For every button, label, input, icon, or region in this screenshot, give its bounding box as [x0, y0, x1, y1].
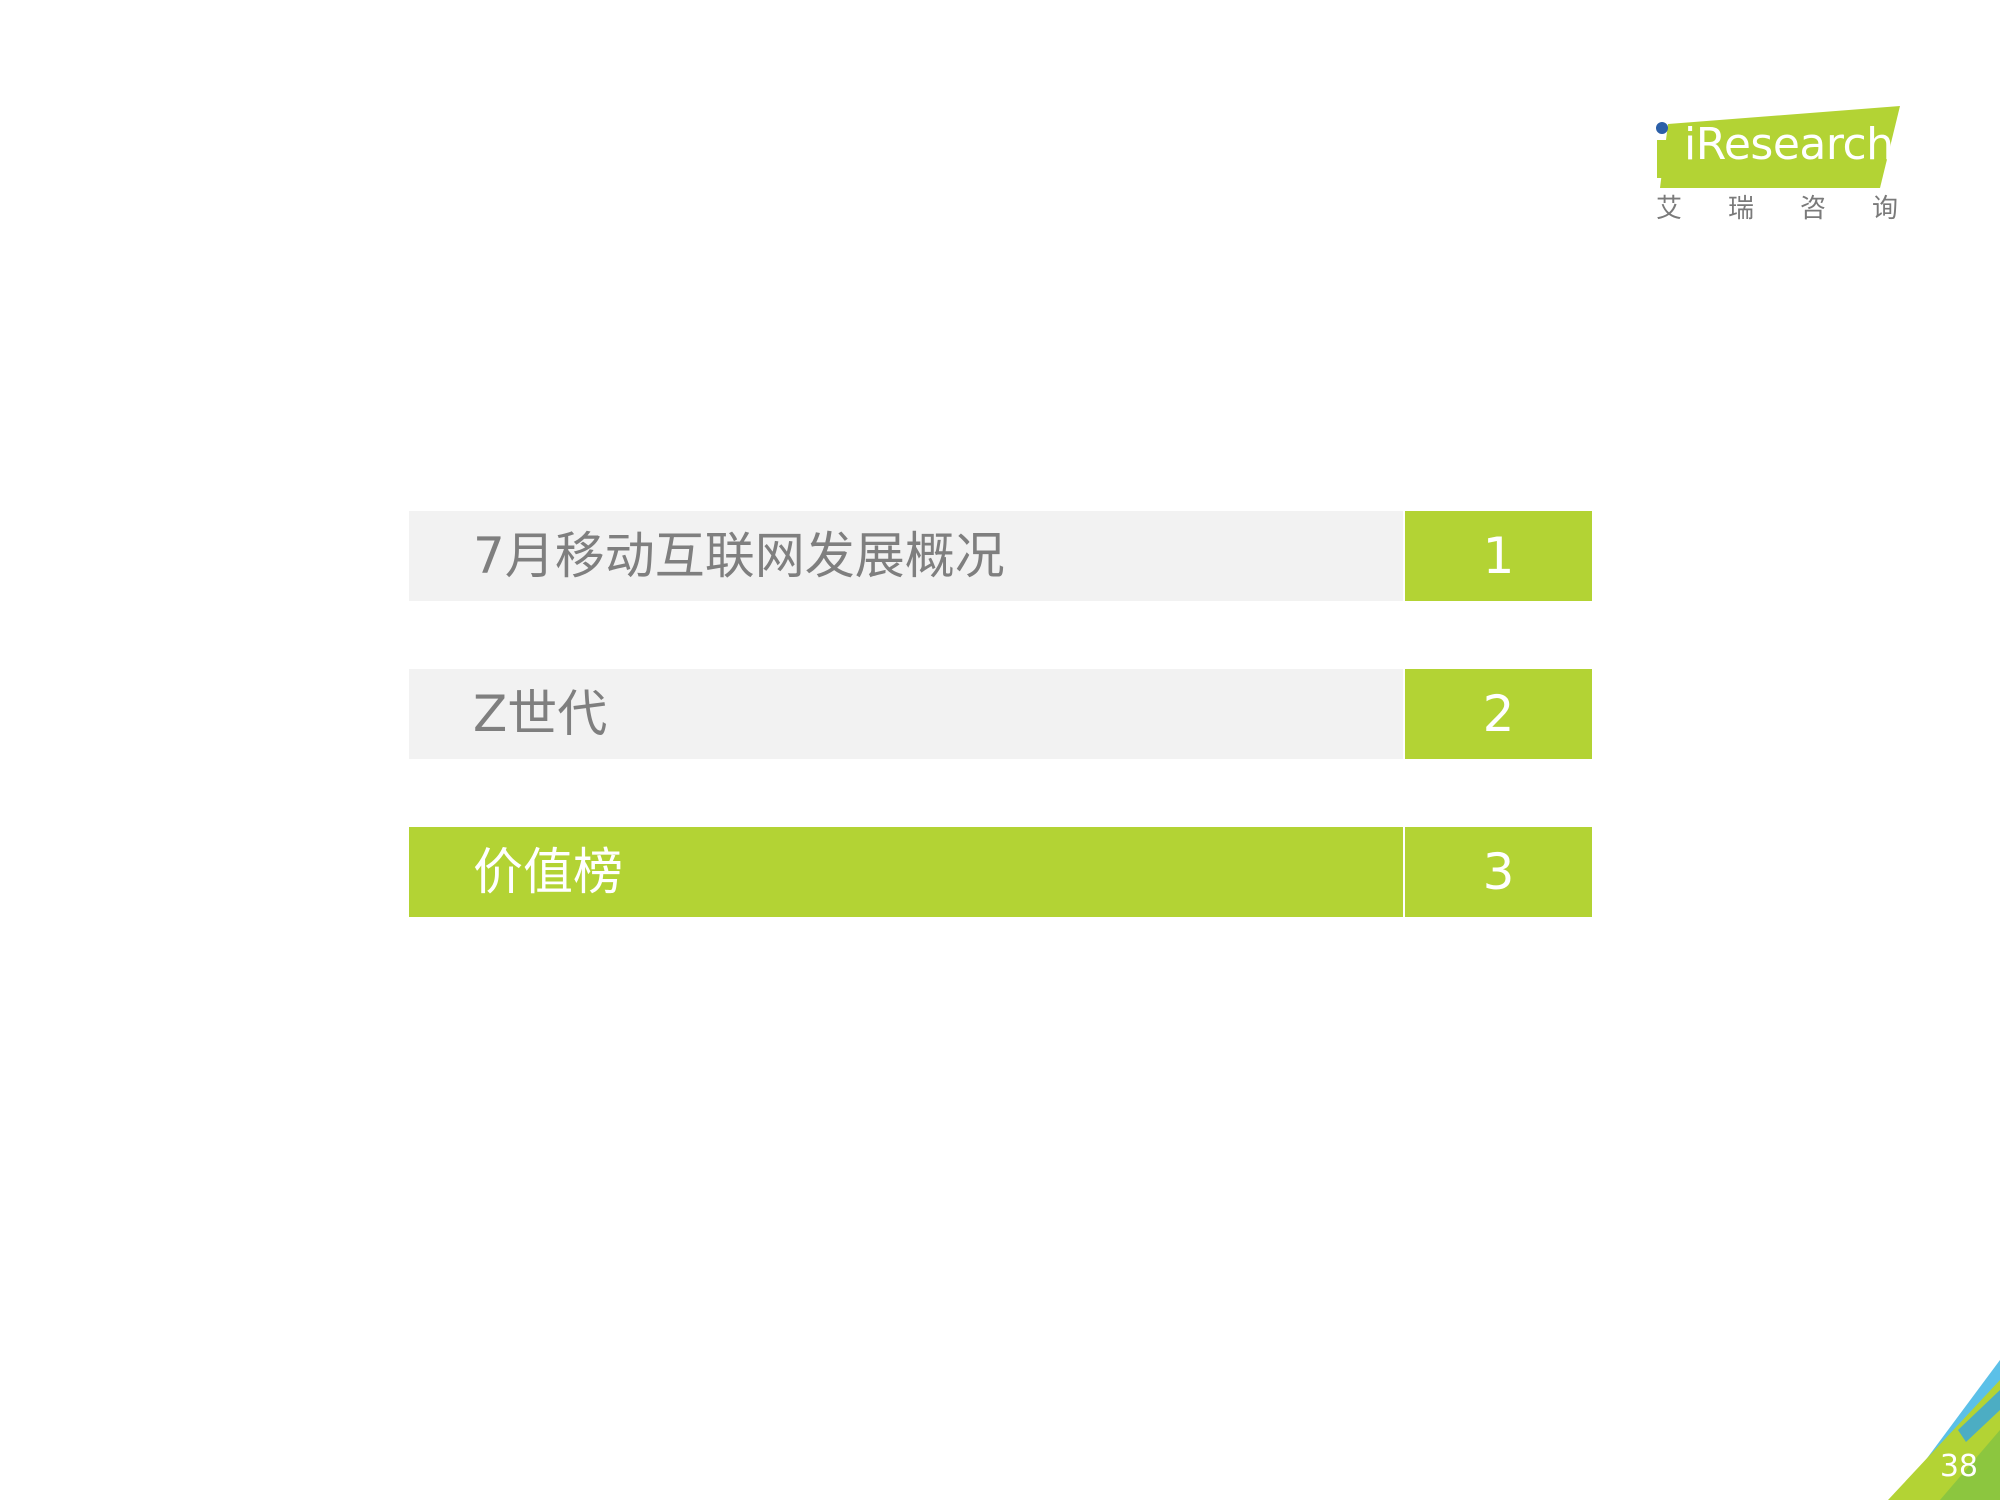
agenda-item-1[interactable]: 7月移动互联网发展概况 1: [409, 511, 1592, 601]
corner-shapes: [1888, 1360, 2000, 1500]
logo-text: iResearch: [1684, 119, 1894, 170]
agenda-item-number-box: 2: [1405, 669, 1592, 759]
agenda-item-number-box: 1: [1405, 511, 1592, 601]
logo-subtitle: 艾瑞咨询: [1656, 194, 1945, 224]
agenda-item-label-box: Z世代: [409, 669, 1403, 759]
agenda-item-label: Z世代: [473, 685, 608, 743]
divider: [1403, 669, 1405, 759]
agenda-item-label: 价值榜: [473, 843, 623, 901]
agenda-item-number: 2: [1482, 685, 1515, 743]
agenda-item-number: 3: [1482, 843, 1515, 901]
agenda-item-label-box: 价值榜: [409, 827, 1403, 917]
logo-banner-shape: [1656, 106, 1900, 188]
agenda-item-label-box: 7月移动互联网发展概况: [409, 511, 1403, 601]
agenda-item-number: 1: [1482, 527, 1515, 585]
agenda-item-label: 7月移动互联网发展概况: [473, 527, 1005, 585]
agenda-item-2[interactable]: Z世代 2: [409, 669, 1592, 759]
agenda-item-number-box: 3: [1405, 827, 1592, 917]
agenda-list: 7月移动互联网发展概况 1 Z世代 2 价值榜 3: [409, 511, 1592, 917]
agenda-item-3[interactable]: 价值榜 3: [409, 827, 1592, 917]
divider: [1403, 511, 1405, 601]
page-number: 38: [1939, 1449, 1978, 1484]
iresearch-logo: iResearch 艾瑞咨询: [1650, 104, 1910, 234]
corner-decoration: 38: [1860, 1360, 2000, 1500]
divider: [1403, 827, 1405, 917]
